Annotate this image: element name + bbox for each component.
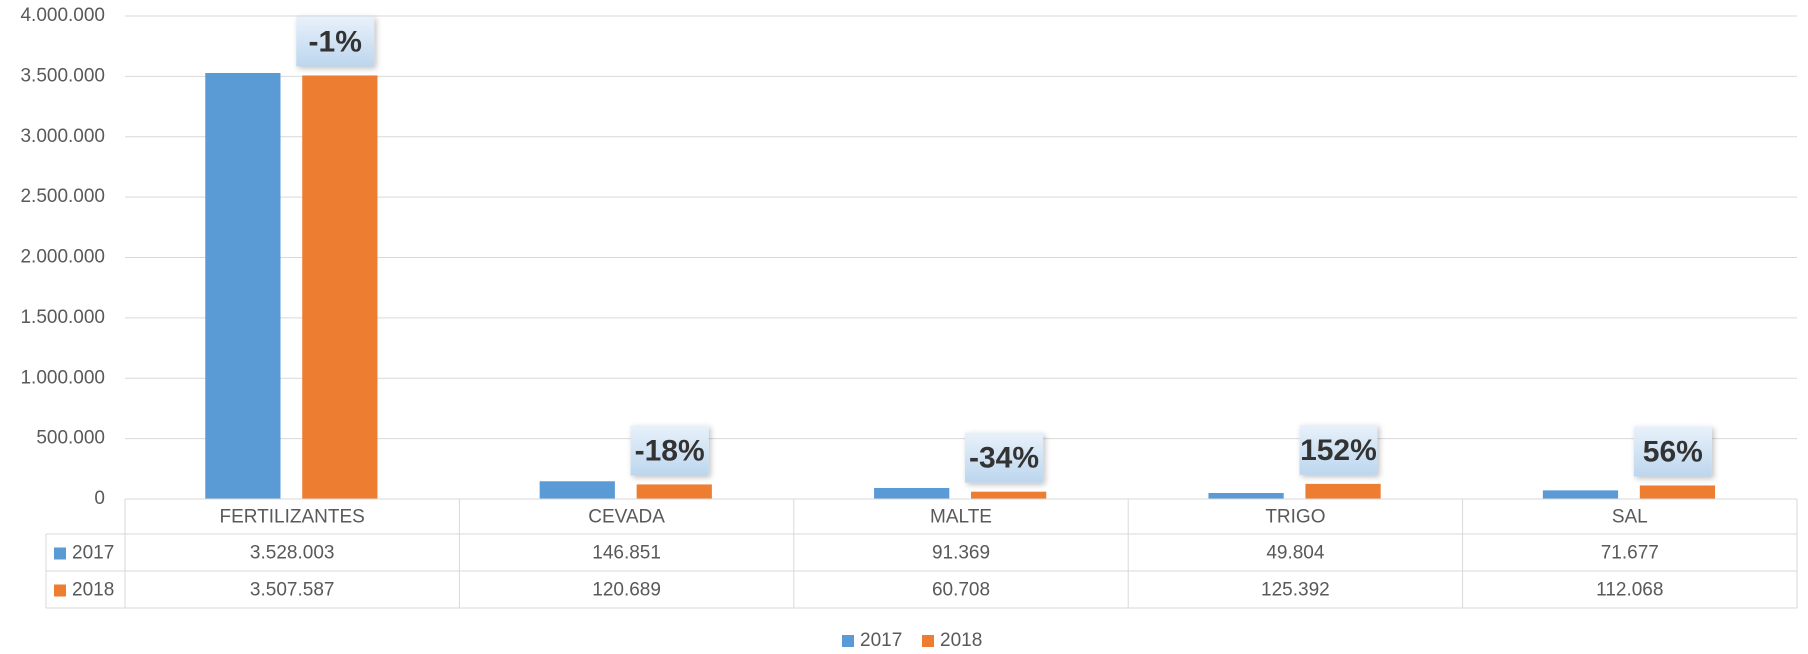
table-row-label: 2017	[72, 543, 114, 564]
y-tick-label: 2.500.000	[20, 186, 105, 207]
y-tick-label: 3.000.000	[20, 126, 105, 147]
annotation: -34%	[969, 442, 1039, 475]
bar	[971, 491, 1047, 499]
y-tick-label: 500.000	[36, 428, 105, 449]
bar	[1639, 485, 1716, 499]
y-tick-label: 0	[94, 488, 105, 509]
bar	[205, 72, 281, 499]
table-cell: 71.677	[1601, 543, 1659, 564]
y-tick-label: 3.500.000	[20, 65, 105, 86]
legend-key	[842, 635, 854, 647]
table-cell: 146.851	[592, 543, 661, 564]
table-cell: 120.689	[592, 580, 661, 601]
legend-key	[922, 635, 934, 647]
x-tick-label: SAL	[1612, 507, 1648, 528]
x-tick-label: FERTILIZANTES	[220, 507, 365, 528]
legend-label: 2017	[860, 630, 902, 651]
bar	[1542, 490, 1619, 499]
x-tick-label: TRIGO	[1265, 507, 1325, 528]
annotation-box	[965, 432, 1044, 483]
bar	[539, 481, 615, 499]
bar	[636, 484, 712, 499]
x-tick-label: CEVADA	[588, 507, 665, 528]
bar	[1208, 492, 1284, 499]
y-tick-label: 2.000.000	[20, 247, 105, 268]
annotation-box	[296, 16, 375, 67]
annotation-box	[630, 425, 709, 476]
table-cell: 91.369	[932, 543, 990, 564]
annotation: 56%	[1643, 435, 1703, 468]
annotation: 152%	[1300, 434, 1377, 467]
annotation: -18%	[635, 434, 705, 467]
bar	[1305, 483, 1381, 499]
annotation-box	[1633, 426, 1712, 477]
legend-label: 2018	[940, 630, 982, 651]
table-legend-key	[54, 547, 66, 560]
table-cell: 3.528.003	[250, 543, 335, 564]
bar	[302, 75, 378, 500]
y-tick-label: 4.000.000	[20, 5, 105, 26]
table-row-label: 2018	[72, 580, 114, 601]
table-cell: 60.708	[932, 580, 990, 601]
x-tick-label: MALTE	[930, 507, 992, 528]
y-tick-label: 1.000.000	[20, 367, 105, 388]
table-legend-key	[54, 584, 66, 597]
table-cell: 112.068	[1596, 580, 1663, 601]
table-cell: 125.392	[1261, 580, 1330, 601]
annotation-box	[1299, 424, 1378, 475]
table-cell: 3.507.587	[250, 580, 335, 601]
y-tick-label: 1.500.000	[20, 307, 105, 328]
table-cell: 49.804	[1266, 543, 1325, 564]
annotation: -1%	[309, 25, 362, 58]
bar	[874, 487, 950, 499]
